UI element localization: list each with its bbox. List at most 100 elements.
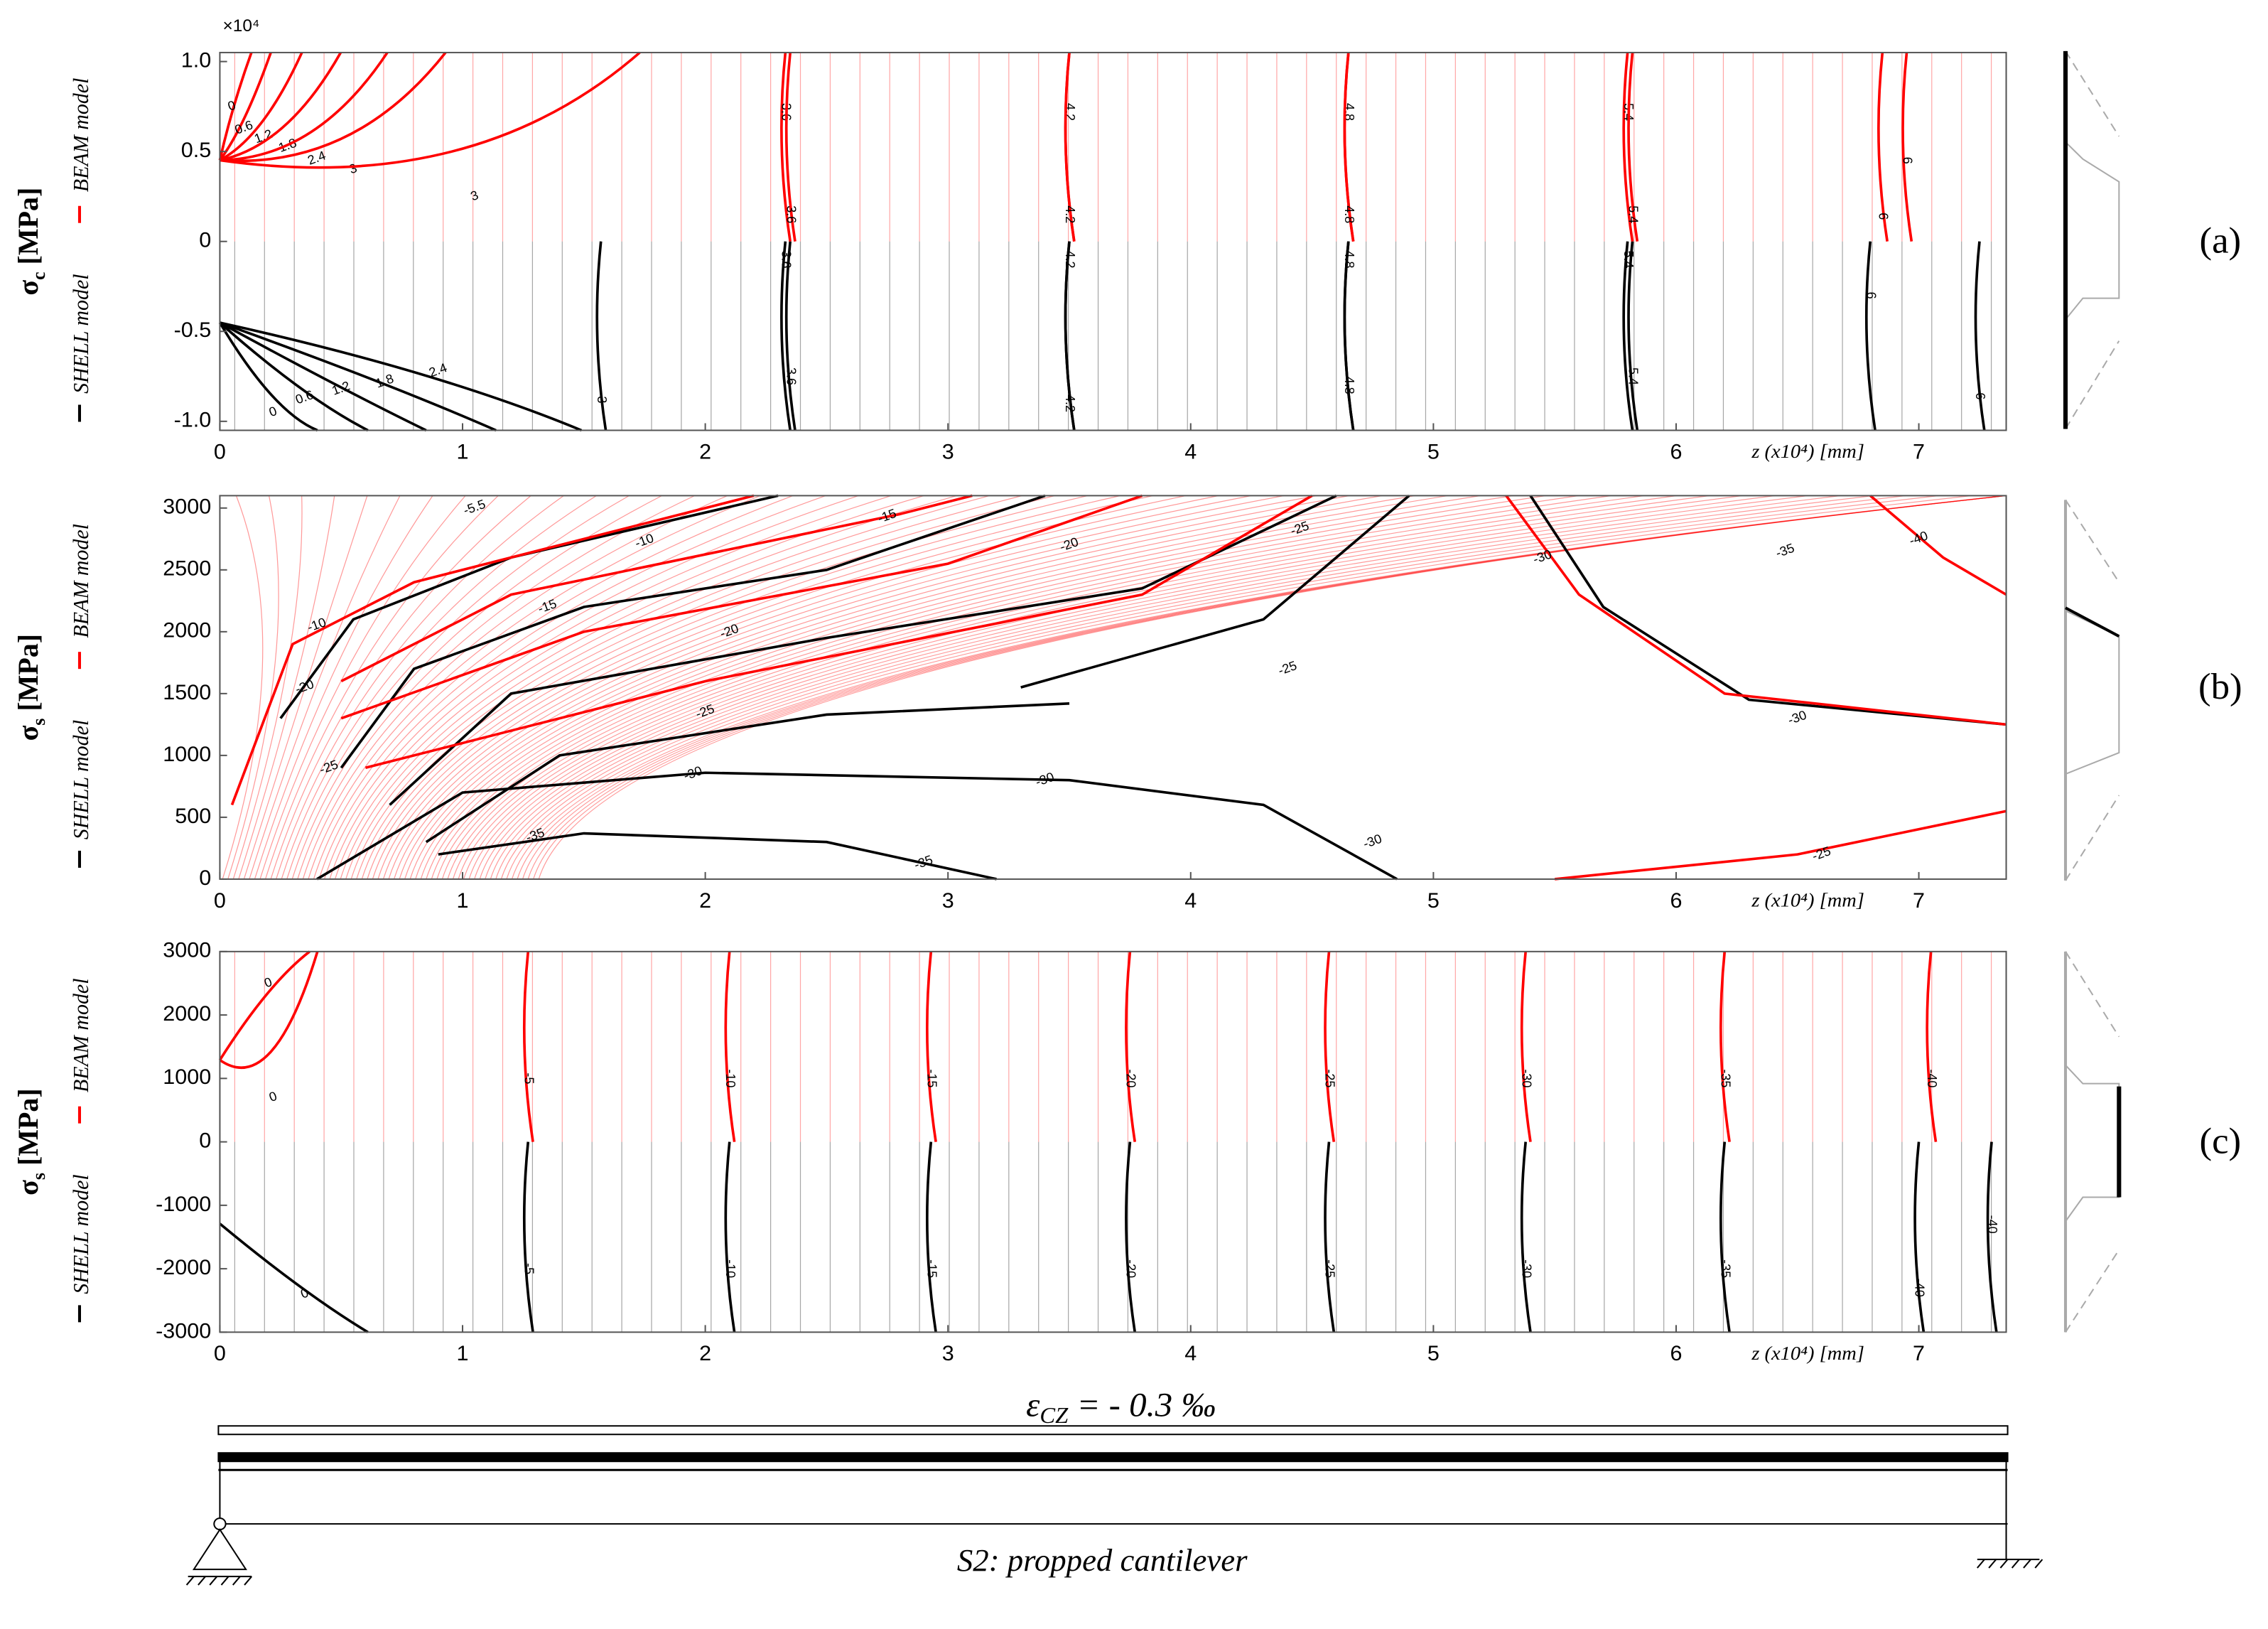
contour-label: 1.2 <box>330 379 352 398</box>
thin-isoline <box>517 495 2007 880</box>
y-tick-label: 0 <box>199 229 211 252</box>
contour-label: -10 <box>633 531 656 551</box>
contour-line <box>784 52 796 242</box>
contour-label: -25 <box>1323 1259 1337 1278</box>
y-multiplier: ×10⁴ <box>223 16 260 36</box>
contour-line <box>218 322 318 432</box>
contour-line <box>340 494 1143 720</box>
contour-label: 6 <box>1864 292 1878 299</box>
contour-plot: 00.6 1.2 1.82.433.63.64.24.24.84.85.45.466… <box>218 51 1992 432</box>
contour-line <box>1554 810 2007 881</box>
thin-isoline <box>372 495 1154 880</box>
x-tick-label: 7 <box>1913 1342 1925 1365</box>
contour-label: -20 <box>1124 1259 1138 1278</box>
x-tick-label: 2 <box>699 441 711 464</box>
contour-label: 6 <box>1876 213 1890 220</box>
contour-line <box>1913 1141 1926 1333</box>
contour-label: 3 <box>595 396 609 403</box>
y-tick-label: 500 <box>175 805 211 828</box>
strain-sub: CZ <box>1040 1403 1069 1429</box>
x-axis-label: z (x10⁴) [mm] <box>1751 441 1864 463</box>
x-tick-label: 4 <box>1184 889 1197 913</box>
contour-line <box>1627 52 1639 242</box>
contour-line <box>522 1141 534 1333</box>
contour-line <box>1926 951 1938 1142</box>
contour-label: 5.4 <box>1626 205 1641 223</box>
contour-line <box>724 951 736 1142</box>
contour-line <box>220 321 583 432</box>
thin-isoline <box>243 495 368 880</box>
y-tick-label: 2500 <box>163 557 211 581</box>
contour-line <box>1343 52 1355 242</box>
thin-isoline <box>297 495 696 880</box>
contour-label: 4.2 <box>1063 205 1077 223</box>
x-tick-label: 3 <box>942 441 954 464</box>
contour-line <box>1064 241 1076 431</box>
strain-symbol: ε <box>1026 1387 1040 1424</box>
thin-isoline <box>388 495 1252 880</box>
thin-isoline <box>420 495 1448 880</box>
legend-entry: SHELL model <box>69 1174 93 1294</box>
contour-line <box>219 52 303 162</box>
contour-label: -30 <box>1519 1069 1533 1087</box>
contour-line <box>218 52 253 161</box>
contour-label: 0 <box>262 974 274 990</box>
contour-label: 2.4 <box>427 360 449 380</box>
thin-isoline <box>340 495 957 880</box>
contour-plot: 0 -5 -10 -15 -20 -25 -30 -35 -40 -40 0 0 -5 -10 -15 -20… <box>218 950 1999 1333</box>
contour-line <box>1125 1141 1137 1333</box>
contour-line <box>425 701 1070 844</box>
contour-line <box>230 494 755 806</box>
plot-frame <box>219 495 2007 880</box>
contour-label: 4.2 <box>1063 394 1077 412</box>
x-tick-label: 3 <box>942 1342 954 1365</box>
contour-line <box>1520 1141 1532 1333</box>
x-tick-label: 7 <box>1913 441 1925 464</box>
plot-frame <box>219 51 2007 431</box>
contour-label: 0 <box>298 1286 310 1301</box>
y-sub: c <box>28 272 49 280</box>
contour-line <box>316 771 1398 881</box>
contour-line <box>1505 495 2007 726</box>
contour-line <box>1986 1141 1998 1333</box>
x-tick-label: 5 <box>1427 441 1440 464</box>
thin-isoline <box>441 495 1580 880</box>
contour-line <box>340 494 973 683</box>
legend-entry: BEAM model <box>69 524 93 638</box>
contour-label: -30 <box>1361 832 1384 851</box>
contour-label: -15 <box>536 596 558 616</box>
x-tick-label: 0 <box>214 1342 226 1365</box>
contour-line <box>219 321 427 432</box>
strain-label: εCZ = - 0.3 ‰ <box>1026 1387 1216 1429</box>
contour-label: -15 <box>924 1259 939 1278</box>
contour-line <box>1869 495 2007 596</box>
contour-line <box>1974 241 1986 431</box>
thin-isoline <box>222 495 264 880</box>
y-tick-label: 3000 <box>163 495 211 519</box>
y-symbol: σ <box>12 1180 44 1195</box>
thin-isoline <box>409 495 1383 880</box>
thin-isoline <box>479 495 1808 880</box>
contour-label: 5.4 <box>1621 251 1636 269</box>
y-sub: s <box>28 1173 49 1180</box>
thin-isoline <box>527 495 2007 880</box>
thin-isoline <box>308 495 761 880</box>
thin-isoline <box>345 495 990 880</box>
contour-line <box>1622 52 1634 242</box>
contour-line <box>780 241 792 431</box>
x-tick-label: 4 <box>1184 441 1197 464</box>
contour-label: -30 <box>1519 1259 1533 1278</box>
thin-isoline <box>259 495 466 880</box>
y-tick-label: 3000 <box>163 939 211 962</box>
contour-line <box>1901 52 1913 242</box>
y-tick-label: 1000 <box>163 1065 211 1089</box>
thin-isoline <box>458 495 1678 880</box>
contour-label: -25 <box>318 757 340 777</box>
contour-label: -35 <box>1718 1259 1732 1278</box>
thin-isoline <box>350 495 1022 880</box>
contour-label: 0 <box>267 404 279 419</box>
thin-isoline <box>426 495 1481 880</box>
legend-entry: SHELL model <box>69 720 93 839</box>
contour-label: 5.4 <box>1626 367 1641 385</box>
contour-line <box>595 241 608 431</box>
